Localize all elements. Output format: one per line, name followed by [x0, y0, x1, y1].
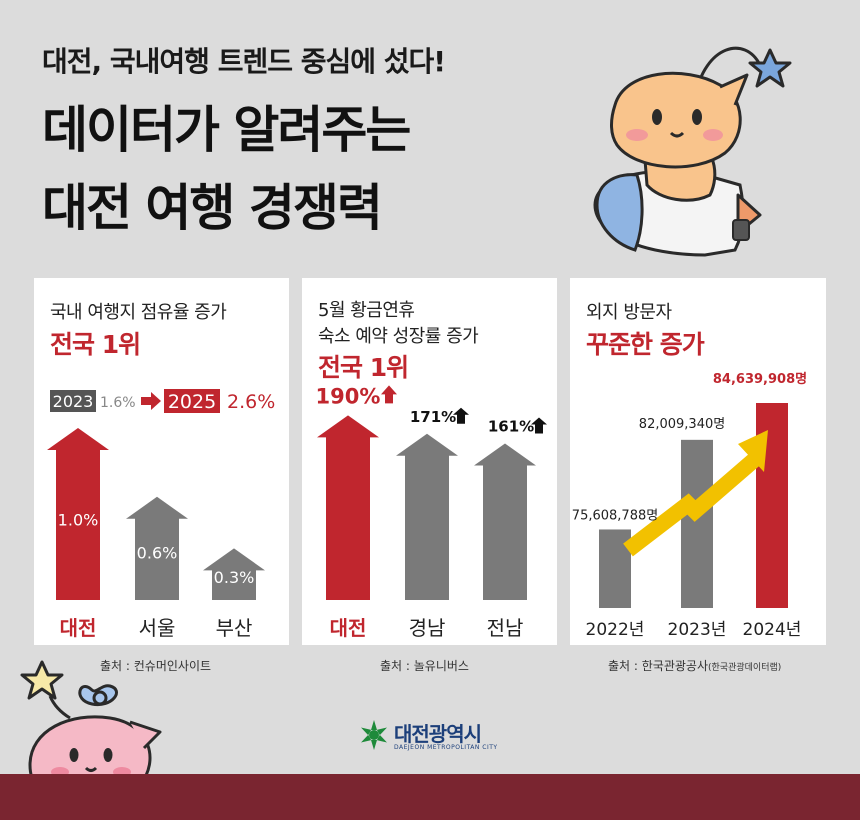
panel-booking-growth: 5월 황금연휴 숙소 예약 성장률 증가 전국 1위 190% 대전 171% 경남 1…	[302, 278, 557, 645]
trend-arrow-icon	[738, 430, 768, 472]
chart-domestic-share: 2023 1.6% 2025 2.6% 1.0% 대전 0.6% 서울 0.3% 부산	[47, 389, 275, 640]
bar-서울	[126, 496, 188, 600]
data-label: 0.6%	[137, 543, 178, 562]
comparison-from-year-box	[50, 390, 96, 412]
brand-subtitle: DAEJEON METROPOLITAN CITY	[394, 744, 498, 751]
data-label: 190%	[316, 384, 381, 408]
brand-logo: 대전광역시 DAEJEON METROPOLITAN CITY	[358, 718, 497, 754]
panel-visitors: 외지 방문자 꾸준한 증가 75,608,788명 82,009,340명 84,6…	[570, 278, 826, 645]
source-1: 출처 : 컨슈머인사이트	[100, 659, 212, 673]
panel-title-line-1: 5월 황금연휴	[318, 300, 415, 321]
x-tick-label: 2024년	[743, 620, 802, 640]
x-tick-label: 경남	[409, 616, 446, 640]
x-tick-label: 2022년	[586, 620, 645, 640]
comparison-from-year: 2023	[53, 392, 94, 411]
comparison-to-value: 2.6%	[227, 391, 275, 413]
bar-전남	[474, 443, 536, 600]
source-3: 출처 : 한국관광공사(한국관광데이터랩)	[608, 657, 781, 674]
x-tick-label: 대전	[330, 616, 367, 640]
source-3-main: 출처 : 한국관광공사	[608, 659, 708, 673]
brand-name: 대전광역시	[394, 722, 482, 746]
panel-domestic-share: 국내 여행지 점유율 증가 전국 1위 2023 1.6% 2025 2.6% 1.0%…	[34, 278, 289, 645]
x-tick-label: 대전	[60, 616, 97, 640]
data-label: 1.0%	[58, 510, 99, 529]
chart-visitors: 75,608,788명 82,009,340명 84,639,908명 2022년 20…	[572, 371, 807, 640]
x-tick-label: 전남	[487, 616, 524, 640]
up-arrow-icon	[531, 417, 547, 434]
up-arrow-icon	[453, 407, 469, 424]
panel-highlight: 꾸준한 증가	[586, 330, 705, 359]
up-arrow-icon	[381, 385, 397, 404]
data-label: 161%	[488, 418, 534, 436]
chart-booking-growth: 190% 대전 171% 경남 161% 전남	[316, 384, 547, 640]
data-label: 171%	[410, 408, 456, 426]
data-label: 82,009,340명	[639, 417, 725, 432]
bar-부산	[203, 548, 265, 600]
data-label: 75,608,788명	[572, 508, 658, 523]
comparison-from-value: 1.6%	[100, 395, 136, 411]
x-tick-label: 2023년	[668, 620, 727, 640]
daejeon-emblem-icon	[361, 720, 387, 750]
header-subtitle: 대전, 국내여행 트렌드 중심에 섰다!	[42, 45, 446, 78]
comparison-to-year-box	[164, 389, 220, 413]
panel-highlight: 전국 1위	[50, 330, 141, 359]
bar-대전	[317, 415, 379, 600]
bar-2023년	[681, 439, 713, 608]
panel-title: 외지 방문자	[586, 302, 672, 323]
bar-대전	[47, 428, 109, 600]
bar-경남	[396, 433, 458, 600]
data-label: 84,639,908명	[713, 371, 807, 387]
data-label: 0.3%	[214, 568, 255, 587]
bar-2022년	[599, 529, 631, 608]
page-title-line-1: 데이터가 알려주는	[42, 101, 411, 159]
x-tick-label: 서울	[139, 616, 176, 640]
comparison-to-year: 2025	[168, 391, 216, 413]
page-title-line-2: 대전 여행 경쟁력	[42, 179, 383, 237]
panel-highlight: 전국 1위	[318, 353, 409, 382]
trend-line	[623, 453, 760, 557]
footer-band	[0, 774, 860, 820]
panel-title-line-2: 숙소 예약 성장률 증가	[318, 326, 479, 347]
comparison-arrow-icon	[141, 392, 161, 410]
source-3-paren: (한국관광데이터랩)	[708, 663, 782, 673]
source-2: 출처 : 놀유니버스	[380, 659, 469, 673]
panel-title: 국내 여행지 점유율 증가	[50, 302, 227, 323]
orange-mascot-on-rocket	[593, 46, 792, 257]
x-tick-label: 부산	[216, 616, 253, 640]
